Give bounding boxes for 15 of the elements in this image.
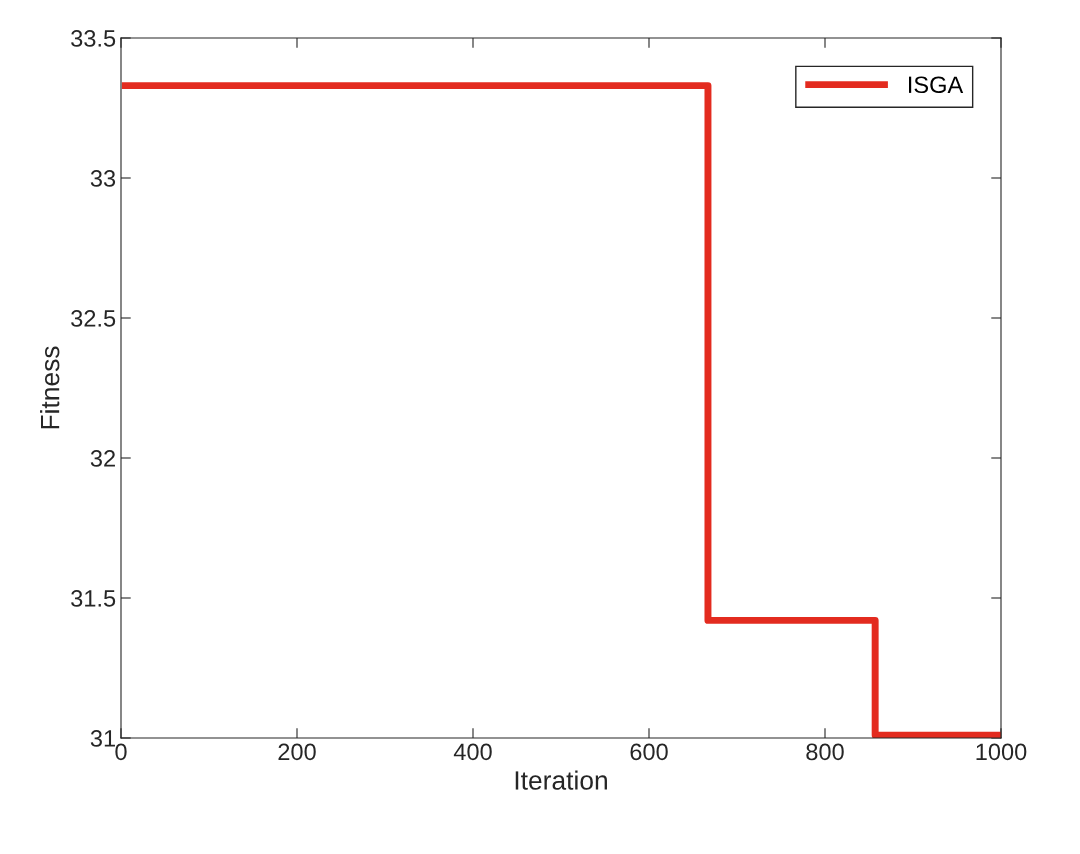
y-tick-label: 31.5 (71, 590, 116, 607)
x-tick-label: 400 (453, 743, 492, 761)
x-tick-label: 600 (630, 743, 668, 761)
y-tick-label: 32.5 (71, 310, 116, 327)
y-tick-label: 31 (90, 730, 115, 747)
x-tick-label: 0 (115, 743, 127, 761)
x-axis-title: Iteration (515, 770, 607, 790)
y-tick-label: 33 (90, 170, 116, 187)
y-tick-label: 32 (90, 450, 115, 467)
y-tick-label: 33.5 (71, 30, 116, 47)
y-axis-title: Fitness (40, 346, 60, 429)
x-tick-label: 800 (806, 743, 844, 761)
x-tick-label: 1000 (976, 743, 1027, 761)
legend-label: ISGA (908, 76, 964, 94)
x-tick-label: 200 (278, 743, 316, 761)
